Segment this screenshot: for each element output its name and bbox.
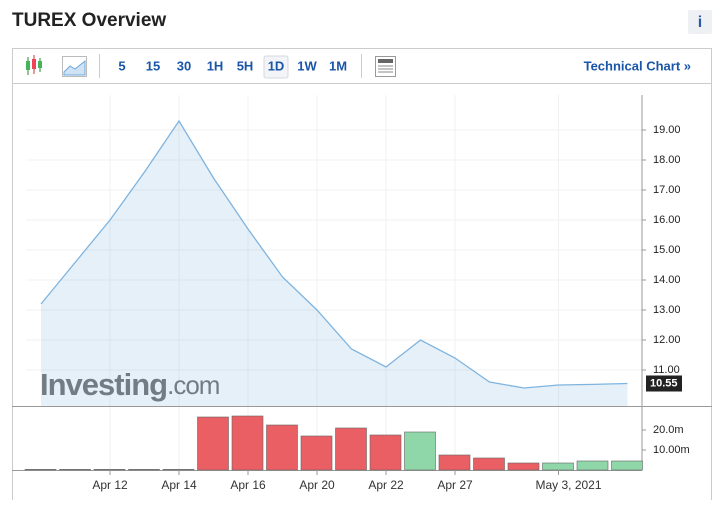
watermark: Investing.com bbox=[40, 367, 219, 402]
y-tick-label: 16.00 bbox=[653, 214, 681, 226]
volume-bar bbox=[369, 434, 402, 471]
layout-icon[interactable] bbox=[375, 56, 396, 77]
watermark-suffix: .com bbox=[167, 370, 219, 400]
interval-button[interactable]: 1W bbox=[297, 58, 317, 73]
volume-bar bbox=[162, 469, 195, 471]
x-tick-label: May 3, 2021 bbox=[535, 478, 601, 492]
x-tick-label: Apr 16 bbox=[230, 478, 266, 492]
y-tick-label: 13.00 bbox=[653, 304, 681, 316]
interval-selected bbox=[263, 55, 289, 79]
x-tick-label: Apr 22 bbox=[368, 478, 404, 492]
volume-bar bbox=[335, 427, 367, 471]
interval-button[interactable]: 1D bbox=[268, 58, 285, 73]
volume-bar bbox=[507, 462, 540, 471]
price-area bbox=[41, 121, 628, 406]
volume-bar bbox=[611, 460, 643, 471]
last-value-box bbox=[646, 375, 682, 392]
volume-bar bbox=[438, 454, 471, 471]
interval-button[interactable]: 5 bbox=[118, 58, 125, 73]
interval-button[interactable]: 15 bbox=[146, 58, 160, 73]
y-tick-label: 18.00 bbox=[653, 154, 681, 166]
x-tick-label: Apr 14 bbox=[161, 478, 197, 492]
last-value-label: 10.55 bbox=[650, 377, 678, 389]
volume-bar bbox=[24, 469, 57, 471]
y-tick-label: 17.00 bbox=[653, 184, 681, 196]
volume-bar bbox=[404, 431, 436, 471]
volume-bar bbox=[473, 457, 505, 471]
y-tick-label: 19.00 bbox=[653, 124, 681, 136]
x-tick-label: Apr 20 bbox=[299, 478, 335, 492]
info-button[interactable] bbox=[688, 10, 712, 34]
volume-tick-label: 10.00m bbox=[653, 444, 690, 456]
watermark-brand: Investing bbox=[40, 367, 167, 402]
interval-button[interactable]: 30 bbox=[177, 58, 191, 73]
volume-tick-label: 20.0m bbox=[653, 424, 684, 436]
volume-bar bbox=[266, 424, 298, 471]
y-tick-label: 14.00 bbox=[653, 274, 681, 286]
volume-bar bbox=[59, 469, 91, 471]
y-tick-label: 12.00 bbox=[653, 334, 681, 346]
info-icon: i bbox=[698, 14, 702, 31]
volume-bar bbox=[542, 462, 574, 471]
page-title: TUREX Overview bbox=[12, 10, 166, 31]
interval-button[interactable]: 5H bbox=[237, 58, 254, 73]
interval-button[interactable]: 1H bbox=[207, 58, 224, 73]
y-tick-label: 11.00 bbox=[653, 364, 680, 376]
volume-bar bbox=[231, 415, 264, 471]
interval-button[interactable]: 1M bbox=[329, 58, 347, 73]
volume-bar bbox=[128, 469, 160, 471]
price-line bbox=[40, 119, 628, 389]
volume-bar bbox=[300, 435, 333, 471]
y-tick-label: 15.00 bbox=[653, 244, 681, 256]
volume-bar bbox=[576, 460, 609, 471]
area-icon[interactable] bbox=[62, 56, 87, 77]
volume-bar bbox=[93, 469, 126, 471]
technical-chart-link[interactable]: Technical Chart » bbox=[584, 58, 691, 73]
x-tick-label: Apr 12 bbox=[92, 478, 128, 492]
volume-bar bbox=[197, 416, 229, 471]
x-tick-label: Apr 27 bbox=[437, 478, 473, 492]
candle-icon[interactable] bbox=[26, 55, 42, 75]
